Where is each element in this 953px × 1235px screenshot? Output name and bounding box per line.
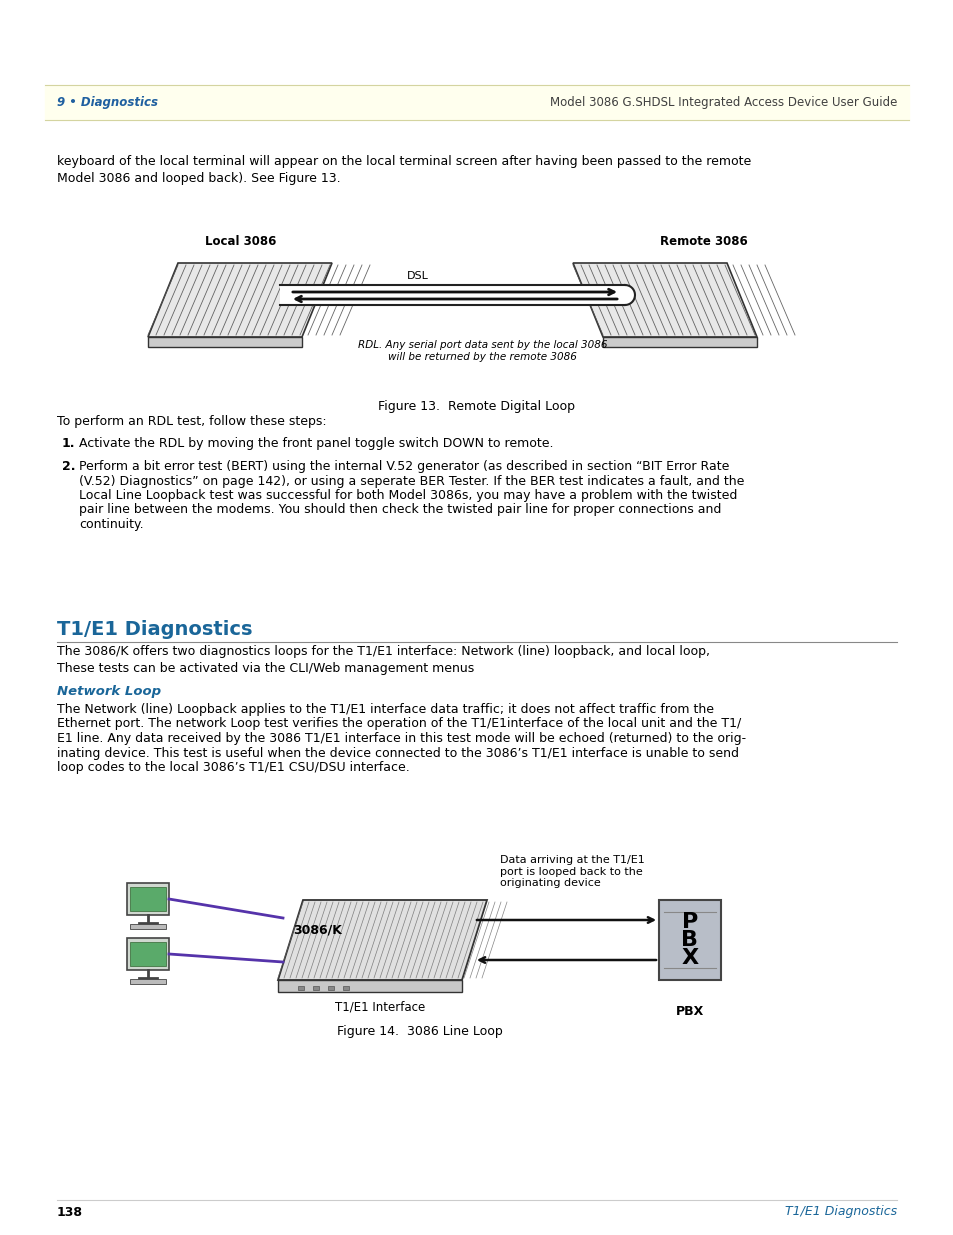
Text: Local 3086: Local 3086 bbox=[205, 235, 276, 248]
Bar bbox=[130, 942, 166, 966]
Polygon shape bbox=[602, 337, 757, 347]
Text: T1/E1 Interface: T1/E1 Interface bbox=[335, 1000, 425, 1013]
Polygon shape bbox=[277, 900, 486, 981]
Text: loop codes to the local 3086’s T1/E1 CSU/DSU interface.: loop codes to the local 3086’s T1/E1 CSU… bbox=[57, 761, 410, 774]
Bar bbox=[328, 986, 334, 990]
Bar bbox=[297, 986, 304, 990]
Text: keyboard of the local terminal will appear on the local terminal screen after ha: keyboard of the local terminal will appe… bbox=[57, 156, 750, 185]
Text: Local Line Loopback test was successful for both Model 3086s, you may have a pro: Local Line Loopback test was successful … bbox=[79, 489, 737, 501]
Polygon shape bbox=[148, 337, 302, 347]
Text: inating device. This test is useful when the device connected to the 3086’s T1/E: inating device. This test is useful when… bbox=[57, 746, 739, 760]
Text: 138: 138 bbox=[57, 1205, 83, 1219]
Text: 1.: 1. bbox=[62, 437, 75, 450]
Text: Data arriving at the T1/E1
port is looped back to the
originating device: Data arriving at the T1/E1 port is loope… bbox=[499, 855, 644, 888]
Text: E1 line. Any data received by the 3086 T1/E1 interface in this test mode will be: E1 line. Any data received by the 3086 T… bbox=[57, 732, 745, 745]
Text: continuity.: continuity. bbox=[79, 517, 144, 531]
Bar bbox=[343, 986, 349, 990]
Bar bbox=[45, 85, 908, 120]
Text: To perform an RDL test, follow these steps:: To perform an RDL test, follow these ste… bbox=[57, 415, 326, 429]
Text: T1/E1 Diagnostics: T1/E1 Diagnostics bbox=[784, 1205, 896, 1219]
Text: Network Loop: Network Loop bbox=[57, 685, 161, 698]
Text: 9 • Diagnostics: 9 • Diagnostics bbox=[57, 96, 158, 109]
Text: 2.: 2. bbox=[62, 459, 75, 473]
Text: DSL: DSL bbox=[407, 270, 429, 282]
Text: (V.52) Diagnostics” on page 142), or using a seperate BER Tester. If the BER tes: (V.52) Diagnostics” on page 142), or usi… bbox=[79, 474, 743, 488]
Text: RDL. Any serial port data sent by the local 3086
will be returned by the remote : RDL. Any serial port data sent by the lo… bbox=[357, 340, 607, 362]
Text: Perform a bit error test (BERT) using the internal V.52 generator (as described : Perform a bit error test (BERT) using th… bbox=[79, 459, 729, 473]
Bar bbox=[130, 924, 166, 929]
Text: 3086/K: 3086/K bbox=[293, 924, 341, 936]
Text: The Network (line) Loopback applies to the T1/E1 interface data traffic; it does: The Network (line) Loopback applies to t… bbox=[57, 703, 713, 716]
Polygon shape bbox=[148, 263, 332, 337]
Text: The 3086/K offers two diagnostics loops for the T1/E1 interface: Network (line) : The 3086/K offers two diagnostics loops … bbox=[57, 645, 709, 676]
Polygon shape bbox=[573, 263, 757, 337]
FancyBboxPatch shape bbox=[659, 900, 720, 981]
Text: P
B
X: P B X bbox=[680, 913, 698, 967]
Bar bbox=[127, 883, 169, 915]
Text: Figure 14.  3086 Line Loop: Figure 14. 3086 Line Loop bbox=[336, 1025, 502, 1037]
Text: Remote 3086: Remote 3086 bbox=[659, 235, 747, 248]
Polygon shape bbox=[277, 981, 461, 992]
Bar bbox=[130, 887, 166, 911]
Text: PBX: PBX bbox=[675, 1005, 703, 1018]
Text: Activate the RDL by moving the front panel toggle switch DOWN to remote.: Activate the RDL by moving the front pan… bbox=[79, 437, 553, 450]
Bar bbox=[127, 939, 169, 969]
Text: pair line between the modems. You should then check the twisted pair line for pr: pair line between the modems. You should… bbox=[79, 504, 720, 516]
Bar bbox=[130, 979, 166, 984]
Bar bbox=[313, 986, 318, 990]
Text: Ethernet port. The network Loop test verifies the operation of the T1/E1interfac: Ethernet port. The network Loop test ver… bbox=[57, 718, 740, 730]
Bar bbox=[280, 285, 624, 305]
Text: Figure 13.  Remote Digital Loop: Figure 13. Remote Digital Loop bbox=[378, 400, 575, 412]
Polygon shape bbox=[624, 285, 635, 305]
Text: Model 3086 G.SHDSL Integrated Access Device User Guide: Model 3086 G.SHDSL Integrated Access Dev… bbox=[549, 96, 896, 109]
Text: T1/E1 Diagnostics: T1/E1 Diagnostics bbox=[57, 620, 253, 638]
